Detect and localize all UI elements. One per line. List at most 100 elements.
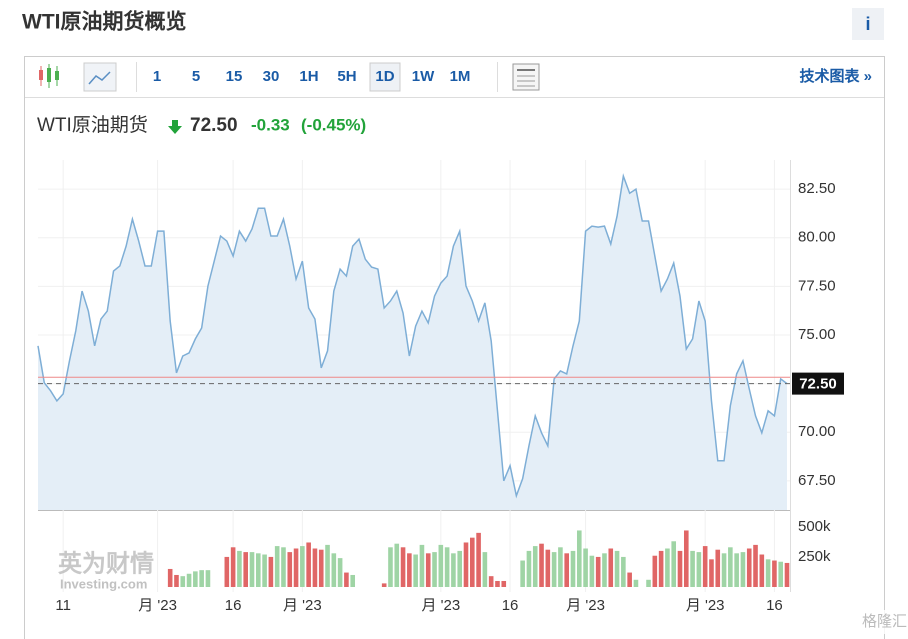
volume-bar: [614, 550, 620, 587]
technical-chart-link[interactable]: 技术图表 »: [799, 67, 872, 85]
volume-bar: [558, 547, 563, 587]
volume-bar: [551, 552, 557, 587]
volume-bar: [438, 544, 444, 587]
volume-bar: [262, 554, 267, 587]
volume-bar: [425, 553, 431, 587]
volume-bar: [463, 542, 469, 587]
interval-button[interactable]: 30: [263, 68, 280, 85]
volume-bar: [174, 574, 179, 587]
interval-button[interactable]: 5: [192, 68, 200, 85]
volume-bar: [451, 553, 456, 587]
info-icon[interactable]: i: [865, 14, 870, 34]
volume-bar: [482, 552, 488, 587]
volume-bar: [683, 530, 689, 587]
x-tick-label: 月 '23: [138, 597, 177, 614]
area-icon-button[interactable]: [83, 62, 117, 92]
volume-bar: [765, 559, 771, 587]
volume-bar: [444, 547, 450, 587]
volume-bar: [488, 576, 494, 587]
watermark-brand: 英为财情: [58, 550, 154, 577]
candle-icon[interactable]: [39, 64, 59, 88]
quote-change-percent: (-0.45%): [301, 115, 366, 134]
volume-bar: [274, 546, 280, 587]
price-tag: [792, 372, 844, 395]
volume-bar: [759, 554, 765, 587]
volume-bar: [627, 572, 632, 587]
down-arrow: [168, 120, 182, 134]
active-interval-bg: [369, 62, 401, 92]
volume-bar: [539, 543, 544, 587]
volume-bar: [646, 579, 651, 587]
y-tick-label: 67.50: [798, 472, 836, 489]
interval-button[interactable]: 1W: [412, 68, 435, 85]
volume-bar: [671, 541, 677, 587]
page-title: WTI原油期货概览: [22, 10, 186, 34]
volume-bar: [740, 552, 746, 587]
volume-bar: [237, 550, 242, 587]
interval-button[interactable]: 5H: [337, 68, 356, 85]
y-tick-label: 82.50: [798, 180, 836, 197]
volume-bar: [331, 553, 337, 587]
volume-bar: [312, 548, 318, 587]
volume-bar: [287, 552, 293, 587]
volume-bar: [589, 555, 595, 587]
plot: [37, 160, 790, 592]
quote-change: -0.33: [251, 115, 290, 134]
x-tick-label: 月 '23: [686, 597, 725, 614]
y-tick-label: 70.00: [798, 423, 836, 440]
interval-button[interactable]: 1H: [299, 68, 318, 85]
volume-bar: [753, 544, 758, 587]
x-tick-label: 月 '23: [283, 597, 322, 614]
price-line: [37, 173, 788, 499]
volume-tick-label: 500k: [798, 518, 831, 535]
interval-button[interactable]: 15: [226, 68, 243, 85]
volume-bar: [306, 542, 311, 587]
volume-bar: [318, 549, 324, 587]
volume-bar: [677, 550, 683, 587]
volume-bar: [400, 547, 406, 587]
volume-bar: [602, 553, 607, 587]
volume-bar: [268, 556, 274, 587]
volume-bar: [608, 548, 614, 587]
quote-price: 72.50: [190, 115, 238, 136]
volume-bar: [205, 570, 211, 587]
x-tick-label: 16: [502, 597, 519, 614]
volume-bar: [665, 548, 670, 587]
volume-bar: [193, 571, 198, 587]
volume-bar: [784, 562, 790, 587]
volume-bar: [728, 547, 733, 587]
corner-logo-bg: [832, 610, 902, 634]
volume-bar: [532, 546, 538, 587]
volume-bar: [495, 580, 500, 587]
interval-button[interactable]: 1D: [375, 68, 394, 85]
x-tick-label: 月 '23: [566, 597, 605, 614]
indicator-icon[interactable]: [512, 63, 540, 91]
y-tick-label: 80.00: [798, 229, 836, 246]
volume-bar: [570, 550, 576, 587]
volume-bar: [526, 550, 532, 587]
volume-bar: [413, 554, 418, 587]
volume-bar: [281, 547, 286, 587]
volume-bar: [199, 570, 204, 587]
info-button[interactable]: [852, 8, 884, 40]
volume-bar: [702, 546, 708, 587]
volume-bar: [545, 549, 551, 587]
volume-bar: [658, 550, 664, 587]
volume-bar: [432, 552, 437, 587]
volume-bar: [621, 556, 626, 587]
interval-button[interactable]: 1: [153, 68, 161, 85]
volume-bar: [388, 547, 393, 587]
volume-bar: [407, 553, 412, 587]
x-tick-label: 月 '23: [421, 597, 460, 614]
volume-bar: [715, 549, 721, 587]
price-tag-label: 72.50: [799, 376, 837, 393]
interval-button[interactable]: 1M: [450, 68, 471, 85]
x-tick-label: 11: [55, 597, 71, 614]
y-tick-label: 75.00: [798, 326, 836, 343]
volume-bar: [167, 568, 173, 587]
volume-bar: [734, 553, 739, 587]
volume-bar: [576, 530, 582, 587]
volume-bar: [772, 560, 777, 587]
volume-bar: [344, 572, 349, 587]
